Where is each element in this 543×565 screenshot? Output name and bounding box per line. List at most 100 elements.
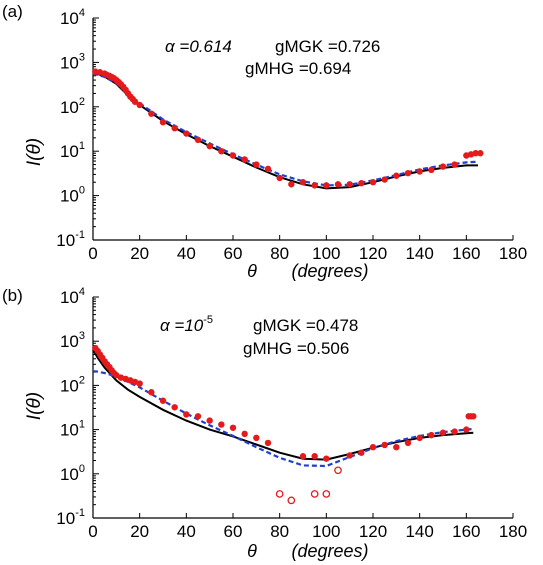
- panel-b-x-tick-label: 0: [88, 522, 97, 541]
- panel-a-point-experimental-data: [171, 124, 178, 132]
- panel-a-point-experimental-data: [428, 166, 435, 174]
- panel-b-x-tick-label: 180: [499, 522, 527, 541]
- panel-a-x-axis-label: θ (degrees): [247, 261, 368, 281]
- panel-b-alpha: α =10-5: [160, 314, 213, 335]
- panel-b-point-experimental-data: [183, 411, 190, 418]
- panel-a-point-experimental-data: [131, 98, 139, 105]
- panel-b-series-excluded-data: [275, 466, 342, 505]
- panel-a-point-experimental-data: [241, 156, 248, 163]
- panel-b-x-axis-symbol: θ: [247, 541, 257, 561]
- panel-a-point-experimental-data: [229, 152, 237, 159]
- panel-a-point-experimental-data: [218, 148, 225, 155]
- panel-b-y-tick-label: 100: [60, 463, 85, 484]
- panel-a-x-tick-label: 120: [359, 244, 387, 263]
- panel-a-x-tick-label: 0: [88, 244, 97, 263]
- panel-a-point-experimental-data: [136, 101, 143, 109]
- panel-a-point-experimental-data: [148, 110, 155, 117]
- panel-b-alpha-exp: -5: [203, 314, 213, 326]
- panel-a-point-experimental-data: [253, 161, 260, 168]
- panel-b-point-excluded-data: [287, 496, 296, 505]
- panel-a-plot-area: 0 20 40 60 80 100 120 140 160 180 10-1 100 101 102 103…: [56, 7, 527, 263]
- panel-b-point-experimental-data: [463, 426, 470, 433]
- panel-b-x-tick-label: 100: [312, 522, 340, 541]
- panel-a: (a) I(θ) θ (degrees) α =0.614 gMGK =0.72…: [2, 2, 527, 281]
- panel-a-gmgk-text: gMGK =0.726: [275, 37, 380, 56]
- panel-b-annotations: α =10-5 gMGK =0.478 gMHG =0.506: [160, 314, 358, 358]
- panel-b-point-experimental-data: [358, 449, 365, 456]
- panel-a-point-experimental-data: [334, 181, 342, 188]
- panel-b-point-experimental-data: [241, 430, 248, 438]
- panel-b-x-tick-label: 20: [130, 522, 149, 541]
- panel-a-point-experimental-data: [477, 150, 484, 157]
- panel-b-gmgk: gMGK =0.478: [253, 316, 358, 335]
- panel-a-label: (a): [2, 2, 23, 21]
- panel-b-point-experimental-data: [218, 421, 225, 428]
- panel-a-point-experimental-data: [311, 182, 318, 189]
- panel-b-series-pmhg: [92, 370, 474, 468]
- panel-a-series-experimental-data: [92, 68, 484, 189]
- panel-a-point-experimental-data: [194, 136, 202, 144]
- panel-a-annotations: α =0.614 gMGK =0.726 gMHG =0.694: [165, 37, 380, 78]
- panel-a-y-tick-label: 10-1: [56, 229, 85, 250]
- panel-a-point-experimental-data: [288, 181, 295, 188]
- panel-a-point-experimental-data: [299, 179, 307, 186]
- panel-a-point-experimental-data: [369, 179, 377, 186]
- panel-a-point-experimental-data: [92, 68, 99, 75]
- panel-a-alpha-text: α =0.614: [165, 37, 232, 56]
- panel-a-y-tick-label: 104: [60, 7, 85, 28]
- panel-b-x-tick-label: 120: [359, 522, 387, 541]
- panel-b-point-experimental-data: [206, 417, 213, 424]
- panel-a-point-experimental-data: [404, 169, 412, 177]
- panel-b-point-excluded-data: [275, 490, 284, 498]
- panel-b-y-axis-label: I(θ): [24, 392, 45, 420]
- panel-b-series-experimental-data: [92, 344, 477, 462]
- panel-b-point-experimental-data: [171, 404, 178, 411]
- panel-b-y-tick-label: 104: [60, 286, 85, 307]
- panel-b-point-experimental-data: [346, 452, 353, 459]
- panel-a-y-axis-label: I(θ): [24, 138, 45, 166]
- panel-b-point-experimental-data: [470, 413, 477, 420]
- panel-b-alpha-text: α =10: [160, 316, 204, 335]
- panel-b-point-experimental-data: [148, 389, 155, 396]
- panel-a-point-experimental-data: [451, 161, 458, 168]
- panel-a-x-tick-label: 40: [177, 244, 196, 263]
- panel-a-x-tick-label: 160: [452, 244, 480, 263]
- panel-a-x-axis-units: (degrees): [291, 261, 368, 281]
- panel-b-y-tick-label: 102: [60, 374, 85, 395]
- panel-a-gmgk: gMGK =0.726: [275, 37, 380, 56]
- panel-b-point-experimental-data: [159, 397, 167, 404]
- panel-a-point-experimental-data: [393, 172, 400, 179]
- panel-b-x-tick-label: 140: [405, 522, 433, 541]
- panel-b-x-tick-label: 40: [177, 522, 196, 541]
- panel-a-point-experimental-data: [276, 174, 283, 182]
- panel-b-x-tick-label: 160: [452, 522, 480, 541]
- panel-b-point-experimental-data: [369, 443, 377, 451]
- panel-a-point-experimental-data: [159, 118, 167, 126]
- panel-b-point-experimental-data: [264, 439, 272, 447]
- panel-b-point-experimental-data: [416, 434, 423, 442]
- panel-a-point-experimental-data: [183, 130, 190, 137]
- panel-b-y-tick-label: 101: [60, 419, 85, 440]
- panel-b-point-experimental-data: [451, 428, 458, 435]
- panel-a-point-experimental-data: [358, 180, 365, 187]
- panel-a-point-experimental-data: [264, 165, 272, 173]
- panel-a-gmhg-text: gMHG =0.694: [245, 59, 351, 78]
- panel-a-x-tick-label: 100: [312, 244, 340, 263]
- panel-b-plot-area: 0 20 40 60 80 100 120 140 160 180 10-1 100 101 102 103…: [56, 286, 527, 541]
- panel-a-point-experimental-data: [346, 181, 353, 188]
- panel-b-point-experimental-data: [229, 424, 237, 431]
- panel-a-x-tick-label: 80: [270, 244, 289, 263]
- panel-a-y-tick-label: 100: [60, 185, 85, 206]
- panel-a-y-tick-label: 103: [60, 51, 85, 72]
- panel-a-x-axis-symbol: θ: [247, 261, 257, 281]
- panel-a-point-experimental-data: [416, 168, 423, 175]
- panel-b-y-tick-label: 103: [60, 330, 85, 351]
- panel-b-point-excluded-data: [322, 490, 331, 498]
- panel-b-x-axis-units: (degrees): [291, 541, 368, 561]
- panel-b-gmhg-text: gMHG =0.506: [243, 339, 349, 358]
- panel-b-point-experimental-data: [194, 413, 202, 420]
- panel-a-x-tick-label: 60: [224, 244, 243, 263]
- panel-b-point-experimental-data: [428, 431, 435, 439]
- panel-b-point-excluded-data: [310, 490, 319, 498]
